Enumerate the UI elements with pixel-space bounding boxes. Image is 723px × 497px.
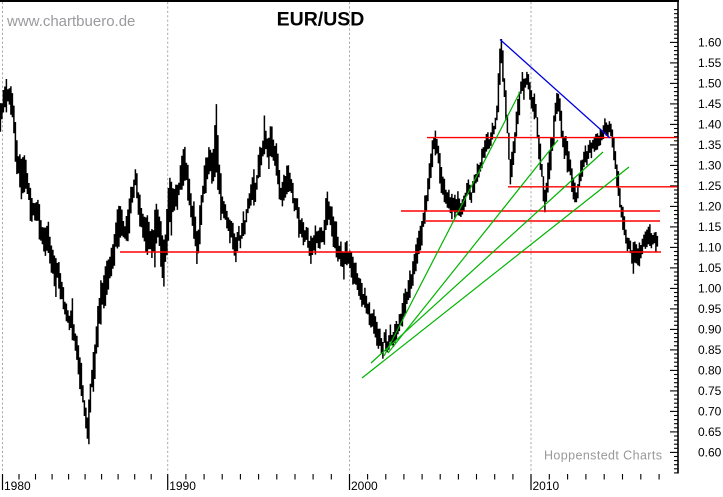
- svg-text:1.50: 1.50: [698, 77, 722, 91]
- svg-text:0.90: 0.90: [698, 323, 722, 337]
- svg-text:1.00: 1.00: [698, 282, 722, 296]
- svg-text:2010: 2010: [533, 479, 560, 492]
- svg-text:1980: 1980: [4, 479, 31, 492]
- svg-text:2000: 2000: [351, 479, 378, 492]
- svg-text:1.20: 1.20: [698, 200, 722, 214]
- svg-text:0.85: 0.85: [698, 343, 722, 357]
- svg-text:1.15: 1.15: [698, 220, 722, 234]
- svg-text:0.65: 0.65: [698, 425, 722, 439]
- svg-text:EUR/USD: EUR/USD: [277, 9, 365, 31]
- svg-text:Hoppenstedt Charts: Hoppenstedt Charts: [544, 449, 662, 463]
- svg-text:1.35: 1.35: [698, 138, 722, 152]
- svg-text:0.80: 0.80: [698, 364, 722, 378]
- svg-text:1.55: 1.55: [698, 56, 722, 70]
- svg-text:0.95: 0.95: [698, 302, 722, 316]
- svg-text:1990: 1990: [169, 479, 196, 492]
- svg-text:1.10: 1.10: [698, 241, 722, 255]
- svg-text:0.60: 0.60: [698, 446, 722, 460]
- svg-text:1.45: 1.45: [698, 97, 722, 111]
- svg-text:0.70: 0.70: [698, 405, 722, 419]
- svg-text:www.chartbuero.de: www.chartbuero.de: [6, 13, 135, 30]
- svg-text:1.30: 1.30: [698, 159, 722, 173]
- svg-text:0.75: 0.75: [698, 384, 722, 398]
- svg-text:1.05: 1.05: [698, 261, 722, 275]
- svg-text:1.40: 1.40: [698, 118, 722, 132]
- svg-text:1.60: 1.60: [698, 36, 722, 50]
- svg-text:1.25: 1.25: [698, 179, 722, 193]
